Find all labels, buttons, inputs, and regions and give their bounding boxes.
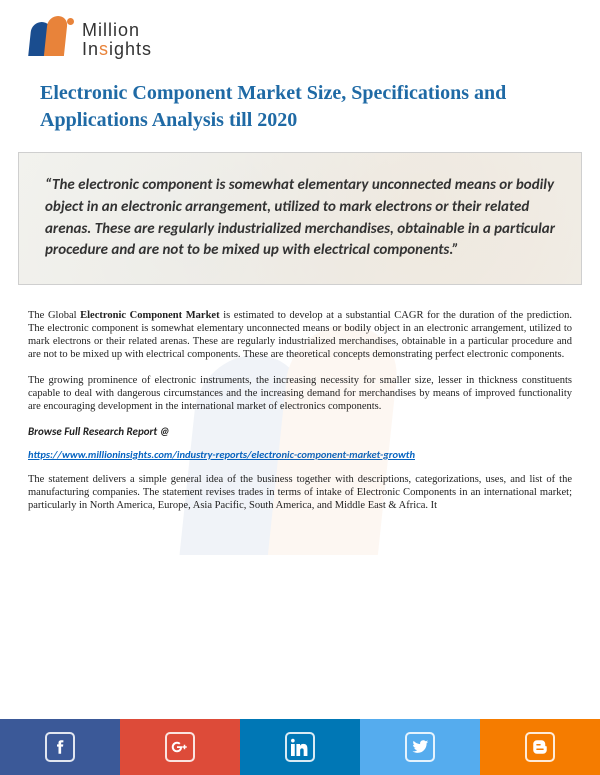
quote-box: “The electronic component is somewhat el… [18,152,582,285]
social-blogger[interactable] [480,719,600,775]
social-twitter[interactable] [360,719,480,775]
logo: Million Insights [0,0,600,72]
linkedin-icon [285,732,315,762]
logo-text: Million Insights [82,21,152,59]
browse-label: Browse Full Research Report @ [28,425,572,438]
social-linkedin[interactable] [240,719,360,775]
twitter-icon [405,732,435,762]
blogger-icon [525,732,555,762]
body-content: The Global Electronic Component Market i… [0,285,600,512]
paragraph-3: The statement delivers a simple general … [28,473,572,512]
google-plus-icon [165,732,195,762]
paragraph-2: The growing prominence of electronic ins… [28,374,572,413]
facebook-icon [45,732,75,762]
quote-text: “The electronic component is somewhat el… [45,175,555,262]
social-facebook[interactable] [0,719,120,775]
social-google-plus[interactable] [120,719,240,775]
logo-line2: Insights [82,40,152,59]
social-bar [0,719,600,775]
report-link[interactable]: https://www.millioninsights.com/industry… [28,448,572,461]
page-title: Electronic Component Market Size, Specif… [0,72,600,148]
paragraph-1: The Global Electronic Component Market i… [28,309,572,362]
logo-mark-icon [30,18,74,62]
logo-line1: Million [82,21,152,40]
